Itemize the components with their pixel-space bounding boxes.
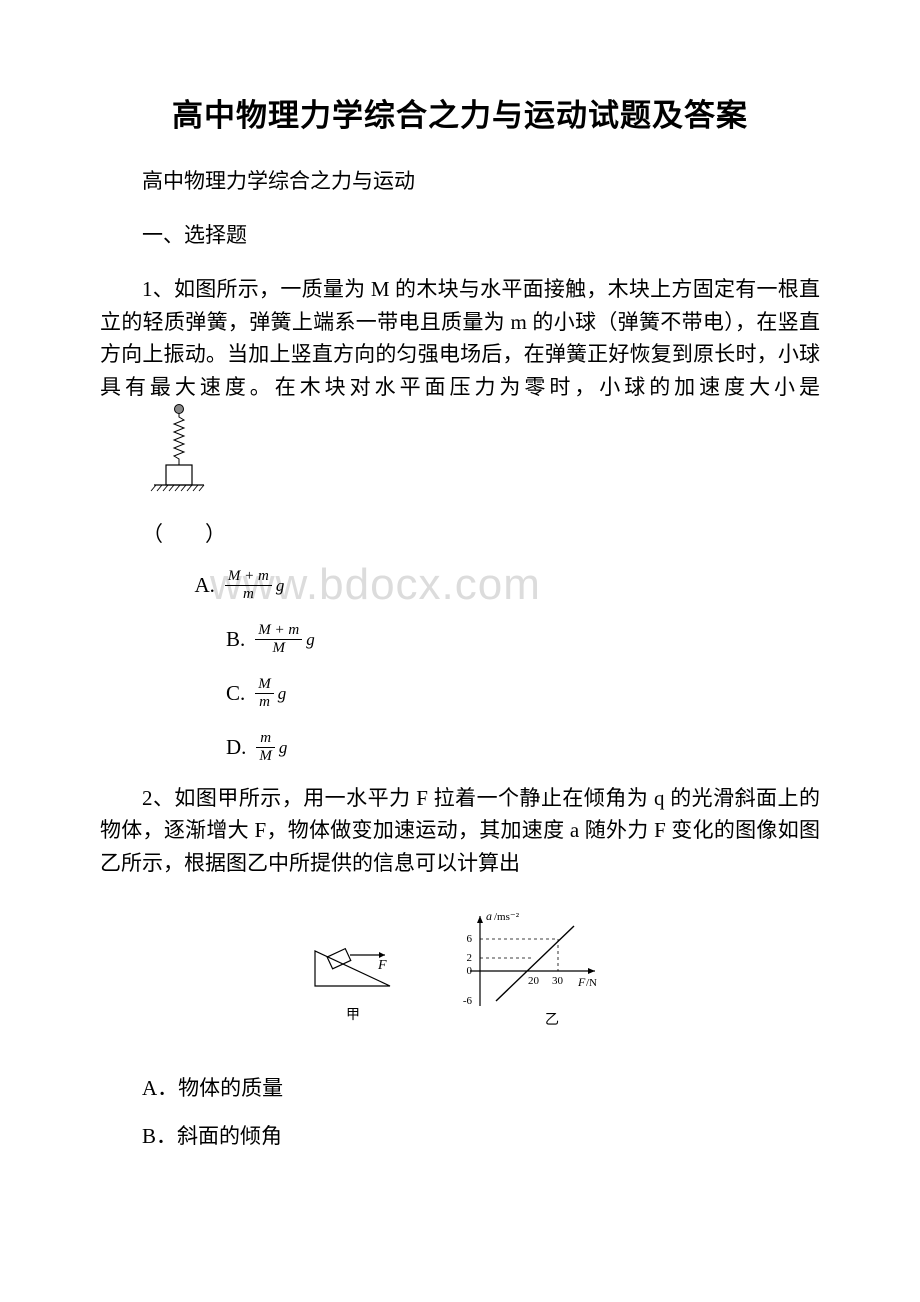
fraction: M + m m [225,569,272,602]
g-symbol: g [306,630,315,650]
svg-text:乙: 乙 [545,1012,559,1028]
q2-text: 2、如图甲所示，用一水平力 F 拉着一个静止在倾角为 q 的光滑斜面上的物体，逐… [100,782,820,880]
svg-text:20: 20 [528,975,540,987]
svg-text:/N: /N [586,977,597,989]
q2-diagrams: F 甲 a /ms⁻² F /N 6 2 0 -6 [100,901,820,1046]
option-label: B. [226,627,245,652]
document-content: 高中物理力学综合之力与运动试题及答案 高中物理力学综合之力与运动 一、选择题 1… [100,90,820,1150]
svg-text:2: 2 [467,952,473,964]
svg-text:30: 30 [552,975,564,987]
option-label: C. [226,681,245,706]
q1-blank: （ ） [100,518,820,548]
g-symbol: g [279,738,288,758]
fraction: m M [256,731,275,764]
q2-option-b: B．斜面的倾角 [100,1120,820,1150]
subtitle: 高中物理力学综合之力与运动 [100,165,820,195]
fraction: M + m M [255,623,302,656]
q1-text: 1、如图所示，一质量为 M 的木块与水平面接触，木块上方固定有一根直立的轻质弹簧… [100,273,820,508]
svg-text:a: a [486,909,492,923]
svg-text:F: F [577,975,586,989]
svg-text:F: F [377,958,387,973]
fraction: M m [255,677,274,710]
q1-option-b: B. M + m M g [226,616,820,664]
option-label: D. [226,735,246,760]
q2-option-a: A．物体的质量 [100,1072,820,1102]
option-label: A. [195,573,215,598]
section-header: 一、选择题 [100,219,820,249]
q1-option-a: A. M + m m g [195,562,821,610]
q1-option-d: D. m M g [226,724,820,772]
q1-body: 1、如图所示，一质量为 M 的木块与水平面接触，木块上方固定有一根直立的轻质弹簧… [100,277,820,399]
page-title: 高中物理力学综合之力与运动试题及答案 [100,90,820,135]
svg-text:0: 0 [467,965,473,977]
q1-diagram [102,403,214,508]
svg-text:甲: 甲 [346,1008,360,1023]
g-symbol: g [276,576,285,596]
svg-text:-6: -6 [463,995,473,1007]
svg-text:/ms⁻²: /ms⁻² [494,911,520,923]
g-symbol: g [278,684,287,704]
svg-text:6: 6 [467,933,473,945]
q1-option-c: C. M m g [226,670,820,718]
